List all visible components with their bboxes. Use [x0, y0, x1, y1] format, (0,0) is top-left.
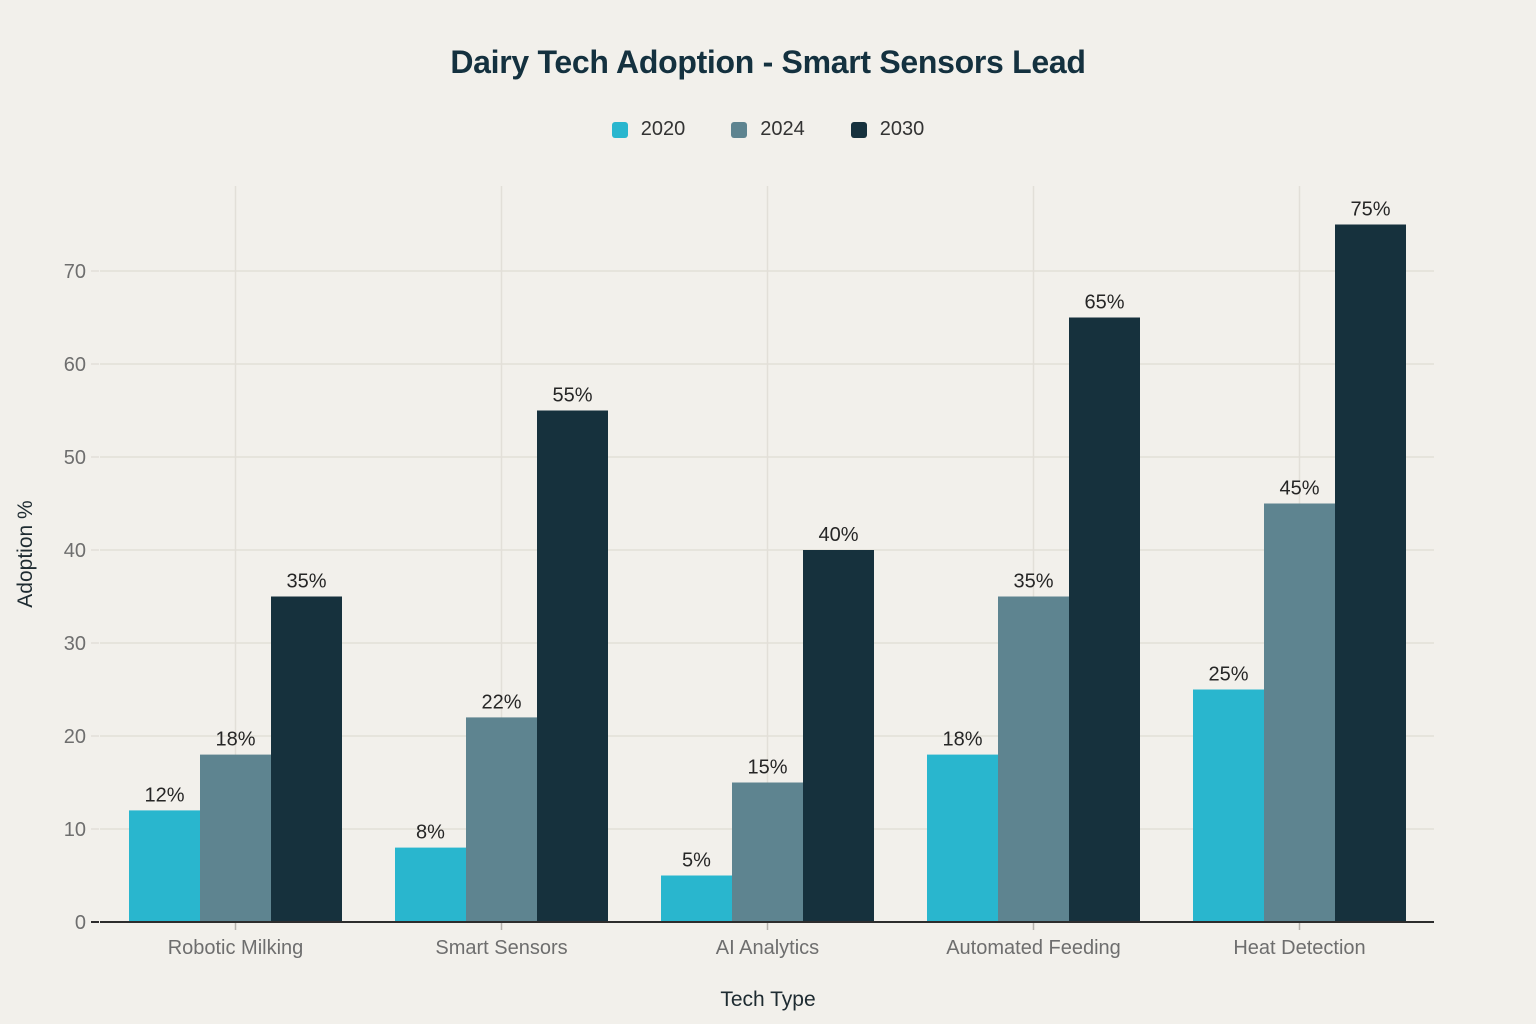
legend-item-2030: 2030	[850, 118, 925, 141]
y-tick-label-10: 10	[64, 819, 86, 841]
value-label-2030-ai-analytics: 40%	[818, 524, 858, 546]
category-label-ai-analytics: AI Analytics	[716, 937, 819, 959]
value-label-2020-automated-feeding: 18%	[942, 729, 982, 751]
bar-2024-smart-sensors	[466, 717, 537, 922]
bar-2020-robotic-milking	[129, 810, 200, 922]
value-label-2030-heat-detection: 75%	[1350, 199, 1390, 221]
bar-2030-heat-detection	[1335, 224, 1406, 922]
value-label-2024-smart-sensors: 22%	[481, 691, 521, 713]
legend-item-2024: 2024	[731, 118, 805, 141]
x-axis-title: Tech Type	[720, 988, 815, 1011]
y-tick-label-30: 30	[64, 633, 86, 655]
category-label-automated-feeding: Automated Feeding	[946, 937, 1121, 959]
y-tick-label-20: 20	[64, 726, 86, 748]
bar-2024-automated-feeding	[998, 596, 1069, 922]
y-tick-label-50: 50	[64, 447, 86, 469]
bar-2024-ai-analytics	[732, 782, 803, 922]
y-tick-label-70: 70	[64, 261, 86, 283]
category-label-heat-detection: Heat Detection	[1233, 937, 1365, 959]
category-label-smart-sensors: Smart Sensors	[435, 937, 567, 959]
bar-2024-heat-detection	[1264, 503, 1335, 922]
y-tick-label-0: 0	[75, 912, 86, 934]
value-label-2020-smart-sensors: 8%	[416, 822, 445, 844]
legend-item-2020: 2020	[611, 118, 686, 141]
value-label-2030-smart-sensors: 55%	[552, 385, 592, 407]
value-label-2020-ai-analytics: 5%	[682, 850, 711, 872]
value-label-2024-automated-feeding: 35%	[1013, 571, 1053, 593]
y-tick-label-40: 40	[64, 540, 86, 562]
legend-swatch-2024	[731, 121, 748, 138]
value-label-2030-automated-feeding: 65%	[1084, 292, 1124, 314]
bar-2030-automated-feeding	[1069, 317, 1140, 922]
value-label-2024-ai-analytics: 15%	[747, 757, 787, 779]
value-label-2024-heat-detection: 45%	[1279, 478, 1319, 500]
bar-2020-smart-sensors	[395, 847, 466, 922]
bar-2030-ai-analytics	[803, 550, 874, 922]
legend: 2020 2024 2030	[0, 118, 1536, 141]
y-axis-title: Adoption %	[14, 500, 37, 607]
bar-2020-ai-analytics	[661, 875, 732, 922]
category-label-robotic-milking: Robotic Milking	[168, 937, 304, 959]
bar-2030-robotic-milking	[271, 596, 342, 922]
y-tick-label-60: 60	[64, 354, 86, 376]
legend-label-2024: 2024	[760, 118, 805, 140]
value-label-2020-heat-detection: 25%	[1208, 664, 1248, 686]
legend-label-2030: 2030	[879, 118, 925, 140]
value-label-2020-robotic-milking: 12%	[144, 784, 184, 806]
chart-title: Dairy Tech Adoption - Smart Sensors Lead	[450, 44, 1086, 80]
legend-label-2020: 2020	[640, 118, 686, 140]
value-label-2030-robotic-milking: 35%	[286, 571, 326, 593]
bar-2024-robotic-milking	[200, 754, 271, 922]
legend-swatch-2030	[850, 121, 867, 138]
bar-2030-smart-sensors	[537, 410, 608, 922]
bar-2020-automated-feeding	[927, 754, 998, 922]
legend-swatch-2020	[611, 121, 628, 138]
value-label-2024-robotic-milking: 18%	[215, 729, 255, 751]
bar-2020-heat-detection	[1193, 689, 1264, 922]
